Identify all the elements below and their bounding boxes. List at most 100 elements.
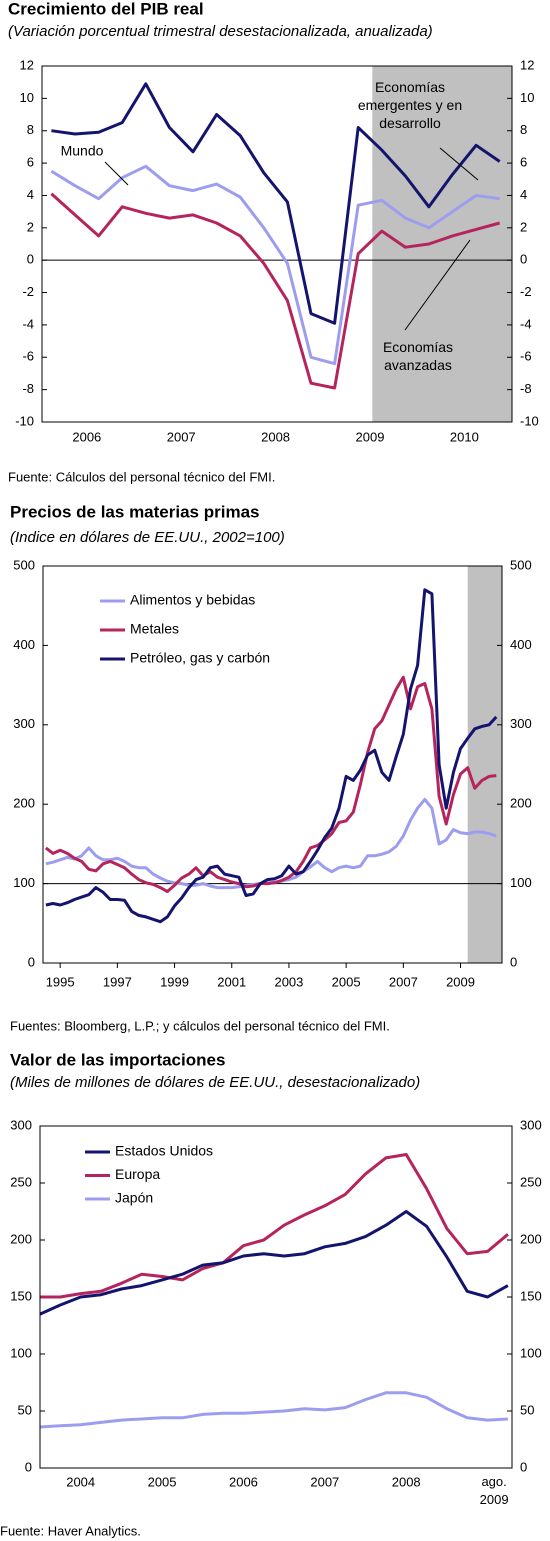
series-line bbox=[45, 588, 498, 924]
text-line: emergentes y en bbox=[358, 97, 462, 113]
y2-tick-label: 50 bbox=[520, 1402, 534, 1417]
chart-subtitle: (Variación porcentual trimestral desesta… bbox=[8, 23, 433, 40]
series-line bbox=[40, 1153, 509, 1299]
text-line: Economías bbox=[375, 79, 445, 95]
y-tick-label: 10 bbox=[20, 90, 34, 105]
y2-tick-label: 4 bbox=[520, 187, 527, 202]
y-tick-label: -10 bbox=[15, 413, 34, 428]
y-tick-label: 12 bbox=[20, 57, 34, 72]
y2-tick-label: -2 bbox=[520, 284, 532, 299]
y2-tick-label: 150 bbox=[520, 1288, 542, 1303]
series-line bbox=[39, 1210, 509, 1316]
y-tick-label: 0 bbox=[25, 1459, 32, 1474]
y-tick-label: -8 bbox=[22, 381, 34, 396]
legend-label: Europa bbox=[115, 1166, 160, 1182]
text-line: desarrollo bbox=[379, 115, 441, 131]
y-tick-label: 100 bbox=[13, 875, 35, 890]
x-tick-label: 2009 bbox=[446, 974, 475, 989]
series-line bbox=[50, 164, 500, 366]
y-tick-label: 250 bbox=[10, 1174, 32, 1189]
y2-tick-label: -10 bbox=[520, 413, 539, 428]
y2-tick-label: 0 bbox=[520, 252, 527, 267]
chart-title: Crecimiento del PIB real bbox=[8, 0, 204, 18]
x-tick-label: 2010 bbox=[450, 429, 479, 444]
legend-label: Japón bbox=[115, 1190, 153, 1206]
y2-tick-label: 400 bbox=[510, 637, 532, 652]
y2-tick-label: 0 bbox=[520, 1459, 527, 1474]
x-tick-label: 2006 bbox=[72, 429, 101, 444]
text-line: ago. bbox=[481, 1474, 506, 1489]
y2-tick-label: 250 bbox=[520, 1174, 542, 1189]
y-tick-label: 500 bbox=[13, 557, 35, 572]
series-line bbox=[39, 1391, 508, 1429]
y-tick-label: -4 bbox=[22, 316, 34, 331]
x-tick-label: 2008 bbox=[261, 429, 290, 444]
y-tick-label: 6 bbox=[27, 155, 34, 170]
x-tick-label: 2005 bbox=[332, 974, 361, 989]
legend-label: Alimentos y bebidas bbox=[130, 592, 255, 608]
y2-tick-label: 2 bbox=[520, 219, 527, 234]
series-line bbox=[45, 797, 497, 890]
chart-title: Precios de las materias primas bbox=[10, 502, 259, 521]
series-annotation: Economías emergentes y en desarrollo bbox=[358, 79, 462, 131]
plot-frame bbox=[39, 1125, 513, 1469]
x-tick-label: 2001 bbox=[217, 974, 246, 989]
y2-tick-label: 300 bbox=[510, 716, 532, 731]
chart-subtitle: (Indice en dólares de EE.UU., 2002=100) bbox=[10, 529, 285, 546]
y2-tick-label: 10 bbox=[520, 90, 534, 105]
x-tick-label: 2007 bbox=[310, 1474, 339, 1489]
x-tick-label: 2009 bbox=[356, 429, 385, 444]
annotation-leader bbox=[104, 161, 129, 186]
y2-tick-label: 500 bbox=[510, 557, 532, 572]
series-annotation: Mundo bbox=[61, 143, 104, 159]
y-tick-label: 4 bbox=[27, 187, 34, 202]
source-note: Fuentes: Bloomberg, L.P.; y cálculos del… bbox=[10, 1018, 390, 1033]
legend-label: Petróleo, gas y carbón bbox=[130, 650, 270, 666]
y2-tick-label: 300 bbox=[520, 1117, 542, 1132]
x-tick-label: 2007 bbox=[167, 429, 196, 444]
y2-tick-label: 100 bbox=[510, 875, 532, 890]
y-tick-label: 150 bbox=[10, 1288, 32, 1303]
text-line: 2009 bbox=[480, 1492, 509, 1507]
x-tick-label: 1999 bbox=[160, 974, 189, 989]
annotation-leader bbox=[404, 239, 471, 331]
projection-shade bbox=[467, 566, 502, 963]
y-tick-label: 0 bbox=[27, 252, 34, 267]
y2-tick-label: -6 bbox=[520, 349, 532, 364]
y2-tick-label: -4 bbox=[520, 316, 532, 331]
y2-tick-label: 6 bbox=[520, 155, 527, 170]
y2-tick-label: 200 bbox=[520, 1231, 542, 1246]
text-line: Economías bbox=[383, 339, 453, 355]
y2-tick-label: 100 bbox=[520, 1345, 542, 1360]
x-tick-label: ago. 2009 bbox=[480, 1474, 509, 1507]
y-tick-label: 0 bbox=[28, 954, 35, 969]
source-note: Fuente: Haver Analytics. bbox=[0, 1523, 141, 1538]
y-tick-label: 100 bbox=[10, 1345, 32, 1360]
source-note: Fuente: Cálculos del personal técnico de… bbox=[8, 469, 275, 484]
x-tick-label: 1995 bbox=[46, 974, 75, 989]
annotation-leader bbox=[439, 147, 479, 181]
plot-frame bbox=[42, 565, 503, 964]
x-tick-label: 2003 bbox=[274, 974, 303, 989]
projection-shade bbox=[372, 66, 512, 422]
y2-tick-label: 12 bbox=[520, 57, 534, 72]
y-tick-label: 400 bbox=[13, 637, 35, 652]
y-tick-label: 50 bbox=[18, 1402, 32, 1417]
x-tick-label: 2008 bbox=[392, 1474, 421, 1489]
y-tick-label: 200 bbox=[10, 1231, 32, 1246]
x-tick-label: 2006 bbox=[229, 1474, 258, 1489]
y2-tick-label: 0 bbox=[510, 954, 517, 969]
series-line bbox=[51, 82, 501, 325]
plot-frame bbox=[41, 65, 513, 423]
y-tick-label: 2 bbox=[27, 219, 34, 234]
legend-label: Metales bbox=[130, 621, 179, 637]
y2-tick-label: 200 bbox=[510, 796, 532, 811]
y-tick-label: -6 bbox=[22, 349, 34, 364]
x-tick-label: 2005 bbox=[148, 1474, 177, 1489]
series-line bbox=[50, 192, 501, 390]
legend-label: Estados Unidos bbox=[115, 1143, 213, 1159]
chart-title: Valor de las importaciones bbox=[10, 1050, 225, 1069]
y-tick-label: 8 bbox=[27, 122, 34, 137]
series-annotation: Economías avanzadas bbox=[383, 339, 453, 373]
